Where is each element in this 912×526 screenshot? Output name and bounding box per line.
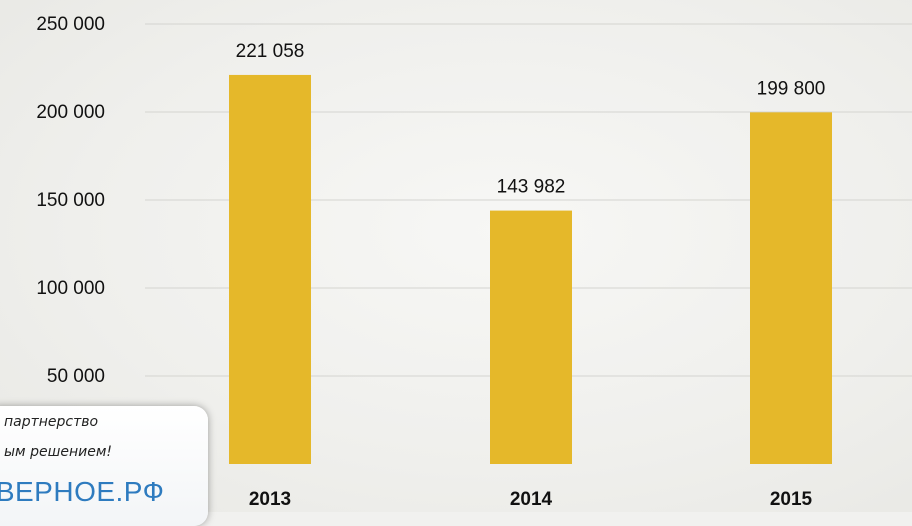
bar-2013 (229, 74, 311, 464)
x-category-label-2015: 2015 (770, 489, 813, 510)
y-tick-label: 200 000 (36, 102, 105, 123)
bar-2015 (750, 112, 832, 465)
y-tick-label: 50 000 (47, 366, 105, 387)
data-label-2013: 221 058 (236, 41, 305, 62)
promo-text-line-1: партнерство (4, 414, 99, 430)
x-category-label-2014: 2014 (510, 489, 553, 510)
bar-chart: 50 000 100 000 150 000 200 000 250 000 221 0… (36, 14, 912, 510)
y-tick-label: 100 000 (36, 278, 105, 299)
data-labels: 221 058 143 982 199 800 (236, 41, 826, 198)
y-axis-tick-labels: 50 000 100 000 150 000 200 000 250 000 (36, 14, 105, 387)
data-label-2015: 199 800 (757, 78, 826, 99)
bar-2014 (490, 210, 572, 464)
promo-banner[interactable]: партнерство ым решением! -ВЕРНОЕ.РФ (0, 406, 208, 526)
data-label-2014: 143 982 (497, 177, 566, 198)
y-tick-label: 250 000 (36, 14, 105, 35)
x-axis-category-labels: 2013 2014 2015 (249, 489, 813, 510)
x-category-label-2013: 2013 (249, 489, 291, 510)
y-tick-label: 150 000 (36, 190, 105, 211)
bars (229, 74, 832, 465)
promo-text-line-2: ым решением! (4, 444, 113, 460)
promo-brand-logo: -ВЕРНОЕ.РФ (0, 476, 165, 507)
